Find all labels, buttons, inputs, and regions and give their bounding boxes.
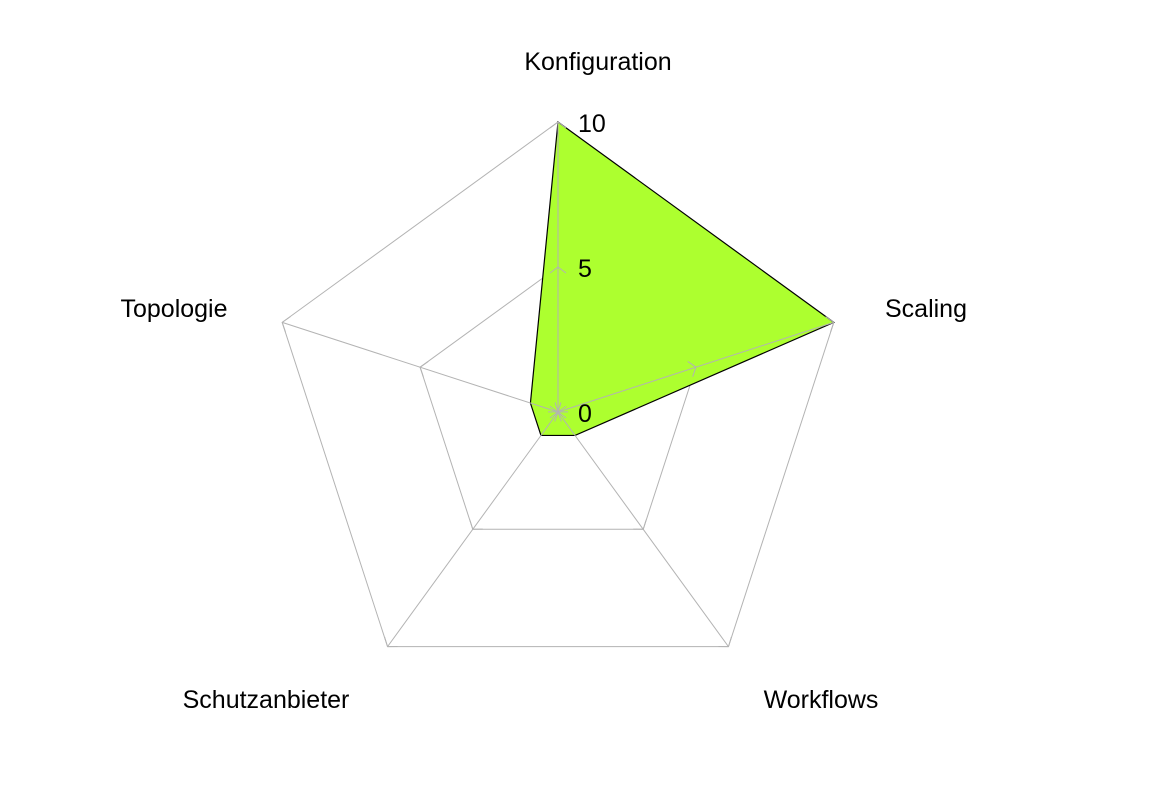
axis-spoke (387, 411, 559, 647)
tick-mark (554, 402, 559, 413)
tick-mark (557, 266, 567, 274)
radial-tick-labels: 0 5 10 (578, 110, 606, 428)
tick-mark (687, 361, 697, 368)
category-label: Schutzanbieter (183, 686, 350, 714)
tick-mark (419, 367, 424, 377)
tick-mark (557, 121, 567, 129)
tick-mark (419, 361, 429, 368)
series-area (529, 120, 836, 437)
tick-mark (557, 402, 562, 413)
tick-mark (281, 322, 286, 333)
category-label: Workflows (764, 686, 879, 714)
tick-mark (642, 519, 647, 530)
radial-tick-label: 10 (578, 110, 606, 138)
tick-mark (469, 519, 474, 530)
tick-mark (830, 322, 835, 333)
axes (281, 121, 835, 648)
category-label: Scaling (885, 295, 967, 323)
category-label: Topologie (120, 295, 227, 323)
tick-mark (557, 405, 567, 413)
data-series (529, 120, 836, 437)
category-labels: Konfiguration Scaling Workflows Schutzanbie… (120, 48, 967, 714)
tick-mark (692, 367, 697, 377)
tick-mark (825, 316, 835, 323)
radial-tick-label: 0 (578, 400, 592, 428)
tick-mark (549, 266, 559, 274)
tick-mark (281, 316, 291, 323)
radial-tick-label: 5 (578, 255, 592, 283)
axis-spoke (557, 411, 729, 647)
tick-mark (384, 636, 389, 647)
tick-mark (727, 636, 732, 647)
tick-mark (549, 121, 559, 129)
category-label: Konfiguration (524, 48, 671, 76)
tick-mark (557, 411, 562, 422)
